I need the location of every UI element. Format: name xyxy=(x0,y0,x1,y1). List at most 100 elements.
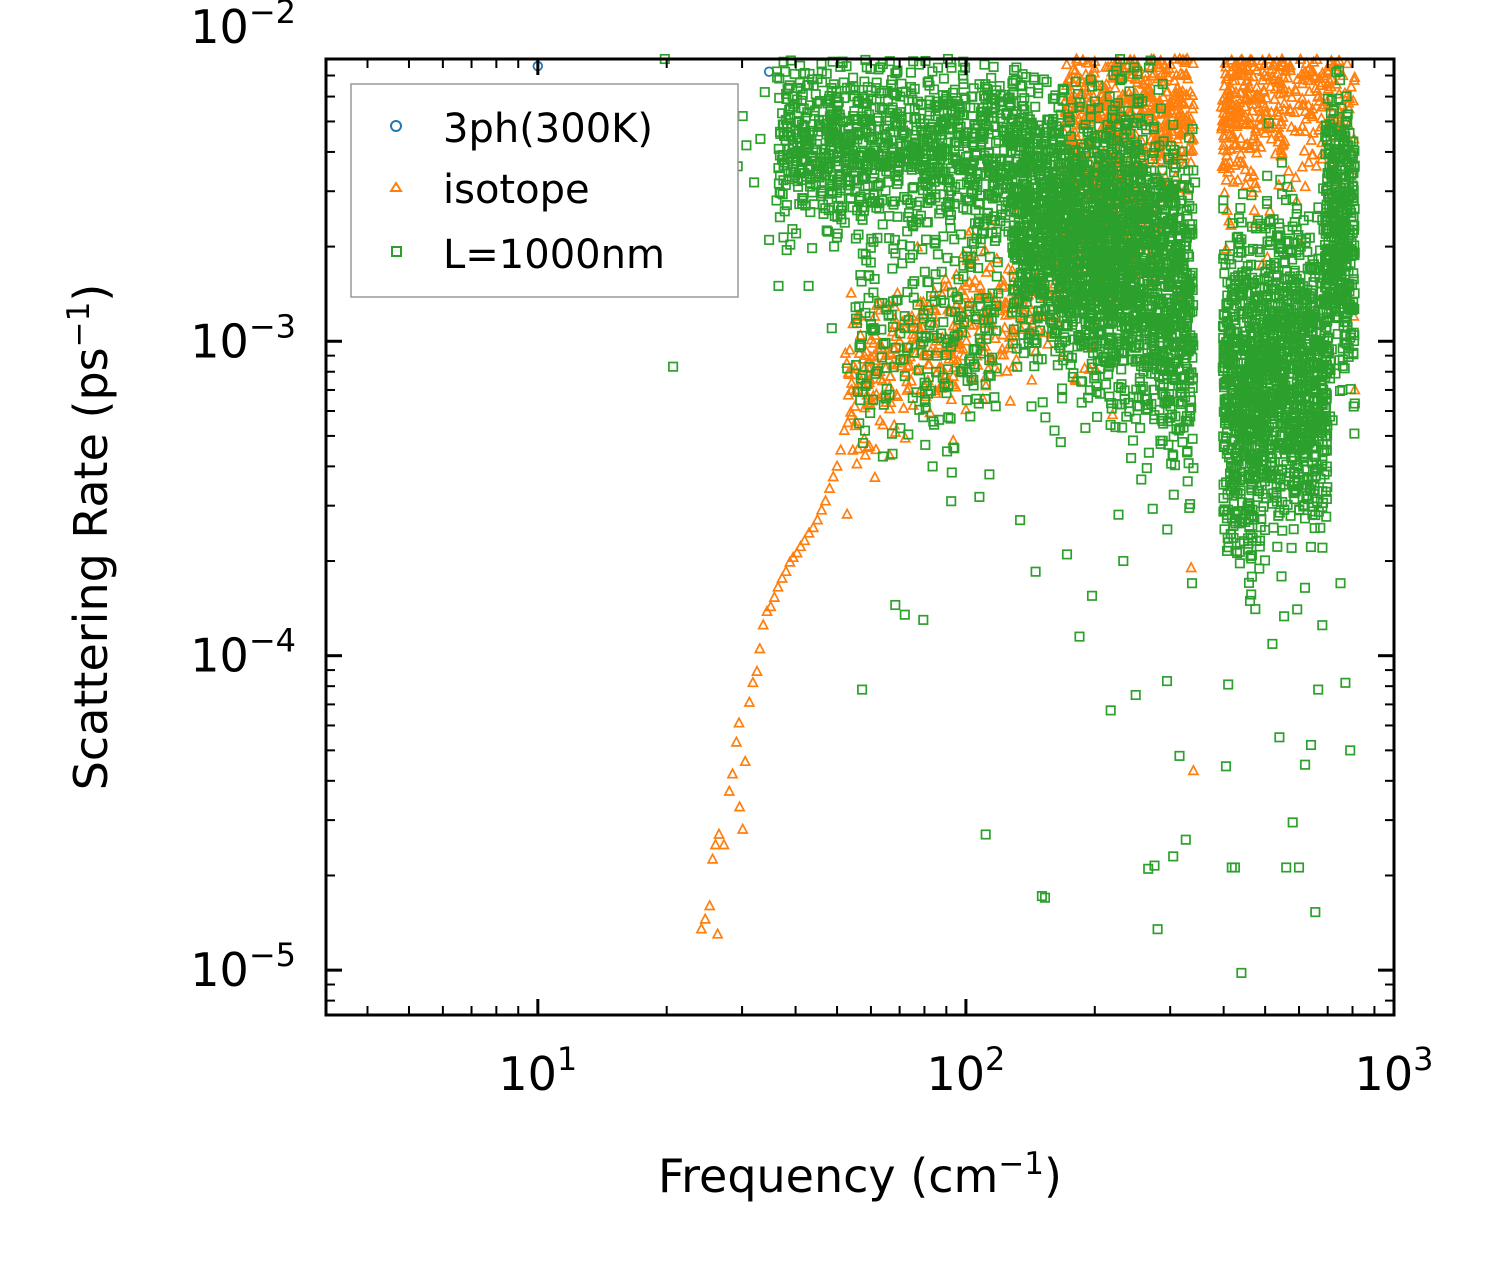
square-point xyxy=(890,68,901,79)
triangle-point xyxy=(960,334,973,346)
triangle-point xyxy=(982,362,995,374)
triangle-point xyxy=(1307,55,1320,67)
triangle-point xyxy=(997,348,1010,360)
triangle-point xyxy=(1272,75,1285,87)
triangle-point xyxy=(1222,89,1235,101)
square-point xyxy=(789,68,800,79)
triangle-point xyxy=(1176,143,1188,156)
triangle-point xyxy=(739,754,752,767)
triangle-point xyxy=(1244,164,1257,177)
triangle-point xyxy=(1239,93,1252,105)
triangle-point xyxy=(1264,80,1277,92)
triangle-point xyxy=(907,398,920,410)
triangle-point xyxy=(1268,92,1281,104)
triangle-point xyxy=(753,642,766,654)
triangle-point xyxy=(1291,72,1304,84)
triangle-point xyxy=(1237,113,1250,125)
triangle-point xyxy=(1170,68,1183,80)
triangle-point xyxy=(1221,144,1234,156)
triangle-point xyxy=(1137,103,1150,115)
triangle-point xyxy=(1230,104,1243,116)
triangle-point xyxy=(1247,132,1260,144)
triangle-point xyxy=(1269,82,1282,94)
triangle-point xyxy=(1341,56,1354,69)
triangle-point xyxy=(1004,394,1017,406)
triangle-point xyxy=(967,318,980,330)
triangle-point xyxy=(1313,71,1326,83)
triangle-point xyxy=(1146,69,1159,81)
triangle-point xyxy=(852,442,865,454)
triangle-point xyxy=(1273,59,1286,71)
square-point xyxy=(907,183,918,194)
triangle-point xyxy=(807,521,820,533)
triangle-point xyxy=(1289,170,1302,183)
triangle-point xyxy=(730,735,743,747)
triangle-point xyxy=(1071,54,1084,66)
triangle-point xyxy=(950,298,963,310)
triangle-point xyxy=(794,539,807,552)
triangle-point xyxy=(929,303,942,316)
triangle-point xyxy=(1279,64,1292,76)
triangle-point xyxy=(1151,130,1164,142)
triangle-point xyxy=(819,494,832,506)
triangle-point xyxy=(870,442,882,455)
triangle-point xyxy=(1265,62,1278,74)
triangle-point xyxy=(1223,155,1236,167)
triangle-point xyxy=(949,380,962,392)
triangle-point xyxy=(1325,71,1338,84)
triangle-point xyxy=(695,922,708,934)
triangle-point xyxy=(1254,140,1267,152)
triangle-point xyxy=(1007,325,1020,338)
triangle-point xyxy=(959,279,972,291)
triangle-point xyxy=(1227,175,1240,187)
square-point xyxy=(794,77,805,88)
triangle-point xyxy=(1299,104,1312,117)
triangle-point xyxy=(1088,61,1101,73)
triangle-point xyxy=(1145,109,1158,121)
triangle-point xyxy=(1248,203,1261,216)
triangle-point xyxy=(717,838,730,850)
square-point xyxy=(884,56,895,67)
triangle-point xyxy=(841,507,854,519)
triangle-point xyxy=(733,716,745,728)
triangle-point xyxy=(1231,141,1244,153)
triangle-point xyxy=(1299,179,1312,192)
triangle-point xyxy=(1275,115,1288,127)
triangle-point xyxy=(1249,122,1262,134)
triangle-point xyxy=(1229,115,1242,127)
square-point xyxy=(822,226,833,237)
triangle-point xyxy=(768,590,781,602)
triangle-point xyxy=(746,675,759,688)
triangle-point xyxy=(864,350,877,362)
triangle-point xyxy=(1227,131,1240,143)
triangle-point xyxy=(823,481,836,493)
triangle-point xyxy=(1307,126,1320,138)
triangle-point xyxy=(1234,86,1247,99)
square-point xyxy=(973,262,984,274)
triangle-point xyxy=(1168,74,1181,86)
triangle-point xyxy=(1172,107,1185,119)
square-point xyxy=(778,232,789,243)
triangle-point xyxy=(1067,132,1080,144)
triangle-point xyxy=(1171,81,1184,93)
square-point xyxy=(938,73,949,84)
triangle-point xyxy=(743,695,756,707)
triangle-point xyxy=(1176,89,1189,101)
triangle-point xyxy=(1238,64,1251,76)
triangle-point xyxy=(1217,138,1230,150)
triangle-point xyxy=(1118,88,1131,100)
triangle-point xyxy=(1283,61,1296,73)
triangle-point xyxy=(1293,124,1306,137)
triangle-point xyxy=(1259,100,1272,112)
triangle-point xyxy=(706,852,719,864)
triangle-point xyxy=(1342,96,1355,108)
triangle-point xyxy=(895,359,908,371)
triangle-point xyxy=(1080,83,1093,95)
triangle-point xyxy=(842,388,855,400)
triangle-point xyxy=(1218,79,1231,91)
triangle-point xyxy=(865,333,878,345)
triangle-point xyxy=(986,352,999,364)
triangle-point xyxy=(851,313,863,326)
square-point xyxy=(897,258,908,269)
